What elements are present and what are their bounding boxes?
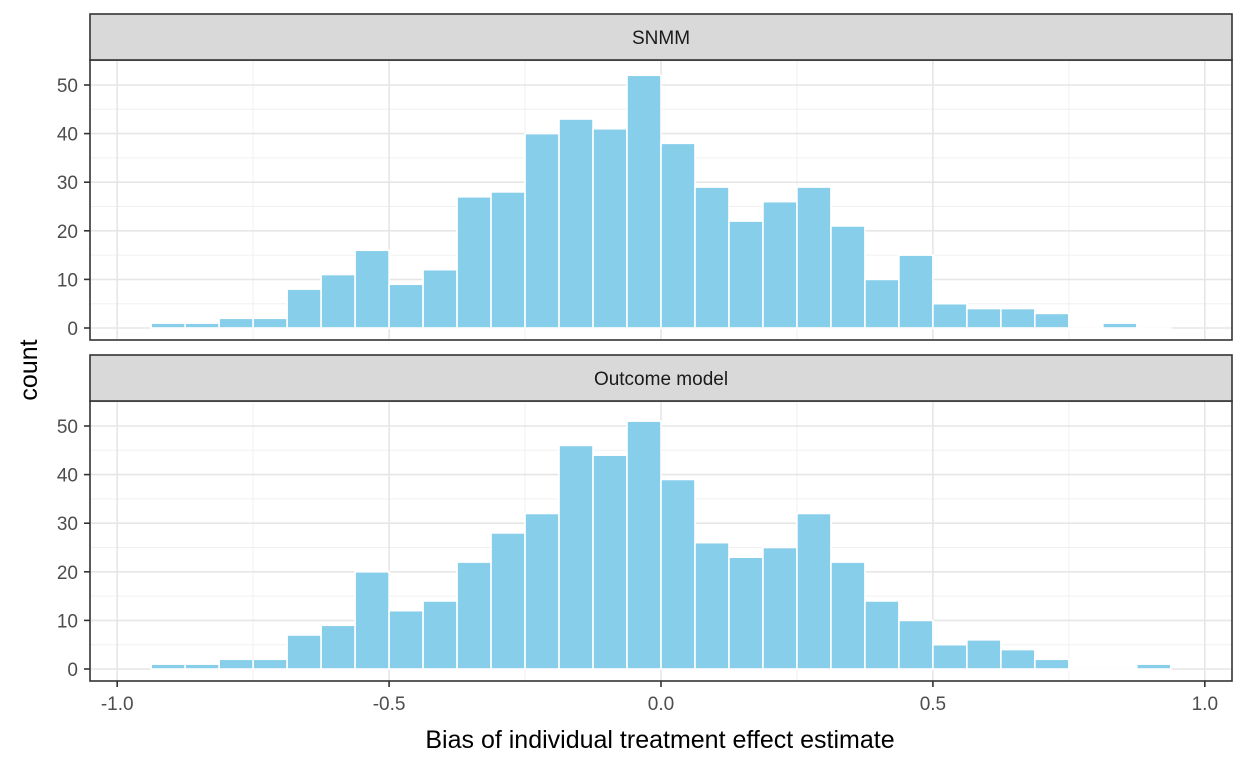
histogram-bar: [1102, 668, 1138, 671]
histogram-bar: [762, 200, 798, 329]
histogram-bar: [1034, 658, 1070, 670]
histogram-bar: [286, 634, 322, 670]
x-axis: -1.0 -0.5 0.0 0.5 1.0: [101, 681, 1218, 715]
facet-strip-label: SNMM: [632, 28, 690, 49]
histogram-bar: [150, 322, 186, 329]
histogram-bar: [252, 317, 288, 329]
histogram-bar: [558, 444, 594, 670]
histogram-bar: [660, 478, 696, 670]
histogram-bar: [694, 541, 730, 670]
histogram-bar: [1000, 648, 1036, 670]
y-tick-label: 10: [57, 270, 78, 291]
histogram-bar: [388, 283, 424, 329]
histogram-bar: [898, 619, 934, 670]
histogram-bar: [728, 556, 764, 670]
y-tick-label: 10: [57, 611, 78, 632]
histogram-bar: [1068, 668, 1104, 671]
histogram-bar: [728, 220, 764, 329]
panel-snmm: SNMM 0 10 20 30 40 50: [57, 13, 1233, 341]
histogram-bar: [626, 74, 662, 329]
y-tick-label: 20: [57, 563, 78, 584]
histogram-bar: [422, 268, 458, 329]
y-tick-label: 20: [57, 222, 78, 243]
y-tick-label: 50: [57, 76, 78, 97]
histogram-bar: [252, 658, 288, 670]
histogram-bar: [150, 663, 186, 670]
histogram-bar: [456, 195, 492, 329]
histogram-bar: [660, 142, 696, 329]
histogram-bar: [796, 186, 832, 329]
histogram-bar: [184, 663, 220, 670]
histogram-bar: [592, 127, 628, 329]
histogram-bar: [490, 532, 526, 670]
facet-strip: [89, 354, 1233, 402]
y-tick-label: 40: [57, 125, 78, 146]
panel-outcome-model: Outcome model 0 10 20 30 40 50: [57, 354, 1233, 682]
histogram-bar: [354, 249, 390, 329]
histogram-bar: [320, 273, 356, 329]
histogram-bar: [524, 512, 560, 670]
panels: SNMM 0 10 20 30 40 50 Outcome model 0 10 20 30 40 50: [57, 13, 1233, 682]
histogram-bar: [320, 624, 356, 670]
histogram-bar: [354, 570, 390, 670]
histogram-bar: [694, 186, 730, 329]
y-axis-title: count: [15, 339, 43, 400]
histogram-bar: [184, 322, 220, 329]
histogram-bar: [388, 609, 424, 670]
histogram-bar: [932, 643, 968, 670]
y-tick-label: 50: [57, 417, 78, 438]
histogram-bar: [1136, 327, 1172, 330]
histogram-bar: [830, 561, 866, 670]
facet-strip: [89, 13, 1233, 61]
histogram-bar: [524, 132, 560, 329]
histogram-bar: [966, 307, 1002, 329]
histogram-bar: [286, 288, 322, 329]
y-tick-label: 0: [67, 660, 78, 681]
x-tick-label: -1.0: [101, 694, 134, 715]
histogram-bar: [796, 512, 832, 670]
y-tick-label: 0: [67, 319, 78, 340]
histogram-bar: [1102, 322, 1138, 329]
x-axis-title: Bias of individual treatment effect esti…: [425, 726, 894, 754]
histogram-bar: [762, 546, 798, 670]
histogram-bar: [422, 600, 458, 670]
histogram-bar: [592, 454, 628, 670]
histogram-bar: [1068, 327, 1104, 330]
x-tick-label: 0.0: [648, 694, 674, 715]
histogram-bar: [864, 278, 900, 329]
x-tick-label: 0.5: [920, 694, 946, 715]
y-tick-label: 40: [57, 466, 78, 487]
histogram-bar: [830, 225, 866, 329]
y-tick-label: 30: [57, 173, 78, 194]
histogram-bar: [864, 600, 900, 670]
histogram-bar: [558, 118, 594, 329]
histogram-bar: [966, 639, 1002, 670]
histogram-bar: [456, 561, 492, 670]
y-tick-label: 30: [57, 514, 78, 535]
histogram-bar: [932, 302, 968, 329]
x-tick-label: 1.0: [1192, 694, 1218, 715]
histogram-bar: [1034, 312, 1070, 329]
x-tick-label: -0.5: [373, 694, 406, 715]
histogram-bar: [218, 658, 254, 670]
histogram-bar: [218, 317, 254, 329]
facet-strip-label: Outcome model: [594, 369, 728, 390]
histogram-bar: [490, 191, 526, 329]
histogram-bar: [898, 254, 934, 329]
histogram-bar: [1136, 663, 1172, 670]
histogram-bar: [1000, 307, 1036, 329]
histogram-bar: [626, 420, 662, 670]
